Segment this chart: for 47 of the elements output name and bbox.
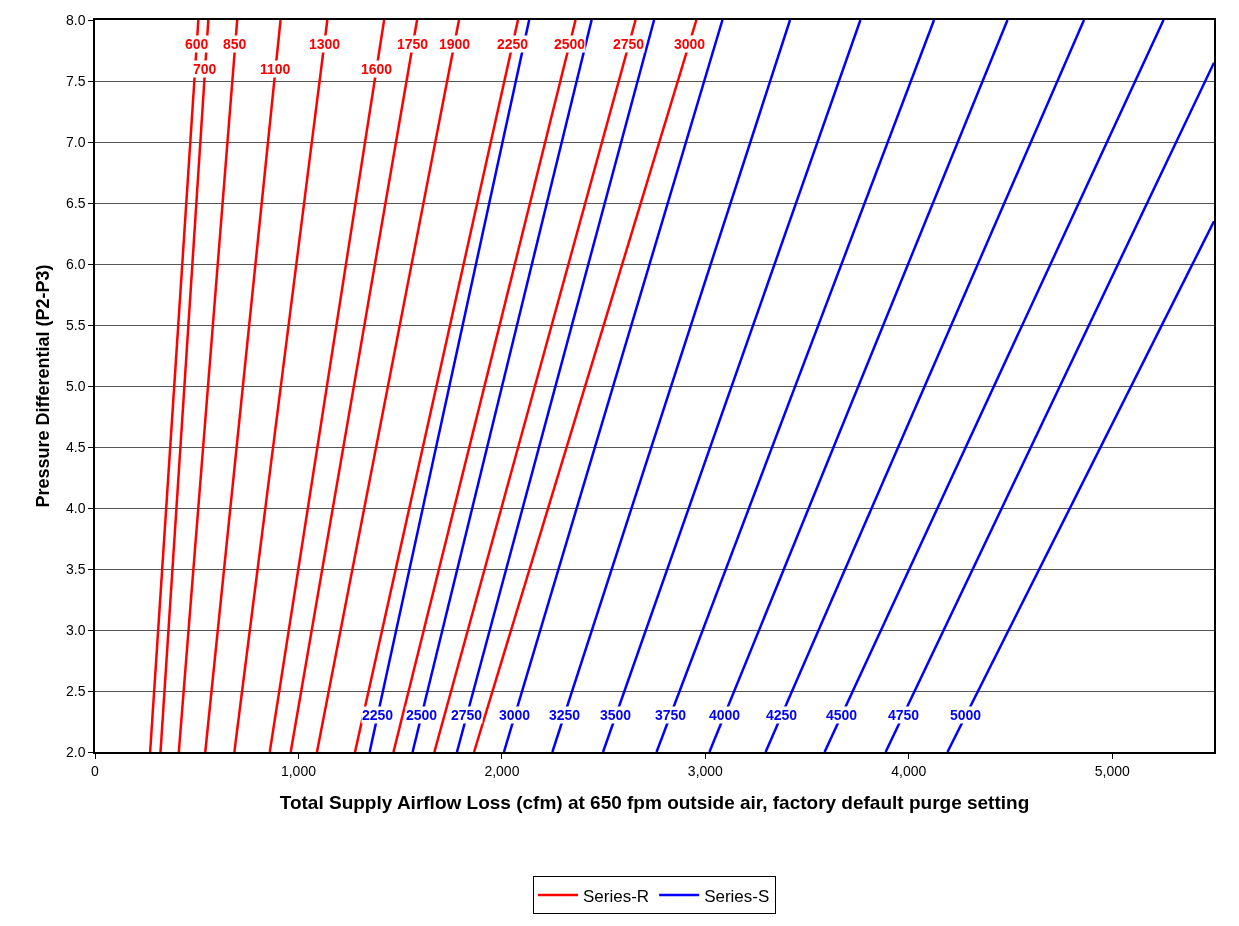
y-tick-label: 7.5 xyxy=(65,72,86,89)
annotation: 2250 xyxy=(362,707,394,723)
y-tick-label: 5.0 xyxy=(65,377,86,394)
y-tick-label: 8.0 xyxy=(65,11,86,28)
annotation: 3000 xyxy=(499,707,531,723)
y-axis-title: Pressure Differential (P2-P3) xyxy=(32,264,53,508)
annotation: 2750 xyxy=(451,707,483,723)
x-tick-label: 2,000 xyxy=(484,762,520,779)
annotation: 1100 xyxy=(260,61,291,77)
y-tick-label: 6.5 xyxy=(65,194,86,211)
annotation: 3250 xyxy=(549,707,581,723)
y-tick-label: 2.0 xyxy=(65,743,86,760)
x-tick-label: 1,000 xyxy=(280,762,317,779)
annotation: 1300 xyxy=(309,36,341,52)
annotation: 4500 xyxy=(826,707,858,723)
annotation: 5000 xyxy=(950,707,982,723)
x-tick-label: 0 xyxy=(91,762,100,779)
x-tick-label: 5,000 xyxy=(1094,762,1130,779)
y-tick-label: 6.0 xyxy=(65,255,86,272)
annotation: 1750 xyxy=(397,36,429,52)
annotation: 3750 xyxy=(655,707,687,723)
x-tick-label: 4,000 xyxy=(891,762,927,779)
y-tick-label: 4.0 xyxy=(65,499,86,516)
y-tick-label: 7.0 xyxy=(65,133,86,150)
annotation: 2500 xyxy=(406,707,438,723)
annotation: 4250 xyxy=(766,707,798,723)
x-tick-label: 3,000 xyxy=(687,762,724,779)
annotation: 850 xyxy=(223,36,247,52)
y-tick-label: 3.0 xyxy=(65,621,86,638)
legend-label: Series-R xyxy=(583,886,650,906)
annotation: 2250 xyxy=(497,36,529,52)
annotation: 1600 xyxy=(361,61,393,77)
annotation: 3500 xyxy=(600,707,632,723)
annotation: 600 xyxy=(185,36,209,52)
y-tick-label: 5.5 xyxy=(65,316,86,333)
annotation: 3000 xyxy=(674,36,706,52)
annotation: 1900 xyxy=(439,36,471,52)
annotation: 2500 xyxy=(554,36,586,52)
annotation: 2750 xyxy=(613,36,645,52)
annotation: 4000 xyxy=(709,707,741,723)
x-axis-title: Total Supply Airflow Loss (cfm) at 650 fpm outside air, factory default purge setting xyxy=(279,791,1030,813)
y-tick-label: 3.5 xyxy=(65,560,86,577)
annotation: 700 xyxy=(193,61,217,77)
y-tick-label: 2.5 xyxy=(65,682,86,699)
annotation: 4750 xyxy=(888,707,920,723)
legend-label: Series-S xyxy=(704,886,770,906)
y-tick-label: 4.5 xyxy=(65,438,86,455)
